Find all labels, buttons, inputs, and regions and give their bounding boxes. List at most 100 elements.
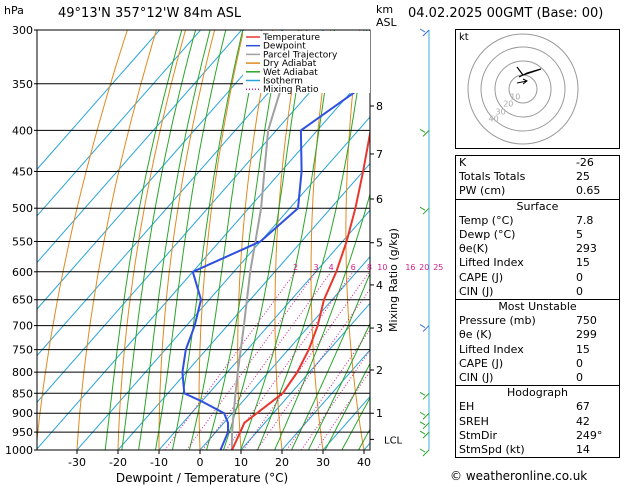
mixing-ratio-label: 8 [367,263,372,272]
wet-adiabat-line [205,30,284,450]
hodograph-ring-label: 20 [503,100,513,109]
location-title: 49°13'N 357°12'W 84m ASL [58,6,242,21]
surface-value: 5 [575,228,583,242]
k-index-row: K -26 [456,156,620,171]
wet-adiabat-line [104,30,183,450]
mixing-ratio-line [202,271,332,450]
hodograph-param-row: StmDir 249° [456,429,620,443]
isotherm-line [199,256,370,450]
wet-adiabat-line [188,30,263,450]
pressure-tick-label: 400 [12,124,33,137]
mixing-ratio-label: 10 [377,263,387,272]
surface-box: Surface Temp (°C) 7.8 Dewp (°C) 5 θe(K) 293 Li… [455,199,620,300]
legend-entry-label: Parcel Trajectory [263,50,338,60]
height-tick-label: 7 [376,148,383,161]
wet-adiabat-line [290,271,370,450]
hodograph-param-row: EH 67 [456,400,620,414]
height-tick-label: 5 [376,237,383,250]
hodograph-param-row: StmSpd (kt) 14 [456,443,620,458]
surface-label: θe(K) [459,242,489,256]
most-unstable-label: Lifted Index [459,342,524,356]
height-tick-label: 4 [376,279,383,292]
pressure-tick-label: 450 [12,165,33,178]
height-tick-label: 2 [376,364,383,377]
mixing-ratio-line [242,271,370,450]
wind-barb-icon [419,421,430,430]
height-tick-label: 8 [376,100,383,113]
hodograph-ring-label: 30 [496,107,506,116]
isotherm-line [281,349,370,450]
pressure-tick-label: 500 [12,202,33,215]
wind-barb-icon [419,448,430,457]
temperature-tick-label: 40 [357,456,371,469]
hodograph-param-value: 67 [575,400,590,414]
parameter-table: K -26 Totals Totals 25 PW (cm) 0.65 Surface… [455,155,620,458]
most-unstable-label: Pressure (mb) [459,314,536,328]
temperature-tick-label: 0 [197,456,204,469]
dry-adiabat-line [274,30,303,450]
hodograph-param-label: StmDir [459,428,498,442]
temperature-tick-label: 30 [316,456,330,469]
pressure-tick-label: 1000 [5,444,33,457]
dry-adiabat-line [198,30,245,450]
hodograph-ring [480,46,566,132]
surface-value: 7.8 [575,213,594,227]
wind-barb-icon [419,128,430,137]
isotherm-line [37,30,202,217]
surface-value: 15 [575,256,590,270]
surface-label: Dewp (°C) [459,228,516,242]
dry-adiabat-line [76,30,157,450]
legend-entry-label: Mixing Ratio [263,85,319,95]
temperature-line [231,128,370,450]
surface-row: θe(K) 293 [456,242,620,256]
mixing-ratio-label: 3 [313,263,318,272]
surface-label: CAPE (J) [459,270,504,284]
mixing-ratio-axis-label: Mixing Ratio (g/kg) [387,228,400,332]
most-unstable-value: 0 [575,371,583,385]
surface-value: 0 [575,284,583,298]
wet-adiabat-line [121,30,197,450]
surface-value: 0 [575,270,583,284]
k-index-label: K [459,156,467,169]
legend-entry-label: Dry Adiabat [263,59,317,69]
temperature-tick-label: -20 [109,456,127,469]
temperature-tick-label: -30 [68,456,86,469]
pw-label: PW (cm) [459,184,506,198]
surface-row: Dewp (°C) 5 [456,228,620,242]
wind-barb-icon [419,206,430,215]
wet-adiabat-line [307,322,370,450]
wind-barb-icon [419,391,430,400]
lcl-label: LCL [384,435,403,446]
totals-totals-value: 25 [575,170,590,184]
isotherm-line [240,302,370,450]
surface-row: CIN (J) 0 [456,285,620,300]
wet-adiabat-line [171,30,244,450]
copyright-footer: © weatheronline.co.uk [450,469,588,483]
isotherm-line [158,209,370,450]
k-index-value: -26 [575,156,594,169]
hodograph-params-box: Hodograph EH 67 SREH 42 StmDir 249° StmSpd (kt… [455,385,620,458]
hodograph-param-value: 249° [575,428,603,442]
most-unstable-box: Most Unstable Pressure (mb) 750 θe (K) 299 L… [455,299,620,386]
wet-adiabat-line [257,30,368,450]
mixing-ratio-label: 16 [405,263,415,272]
km-unit-label: km [376,3,394,16]
dry-adiabat-line [37,30,128,445]
indices-box: K -26 Totals Totals 25 PW (cm) 0.65 [455,155,620,200]
most-unstable-value: 15 [575,342,590,356]
legend-entry-label: Dewpoint [263,42,306,52]
dry-adiabat-line [621,18,629,467]
hodograph-trace [516,66,542,78]
surface-row: Lifted Index 15 [456,256,620,270]
hodograph-param-label: EH [459,400,475,414]
dry-adiabat-line [117,30,187,450]
legend-entry-label: Isotherm [263,77,303,87]
hodograph-unit-label: kt [459,32,469,43]
most-unstable-value: 750 [575,314,597,328]
dewpoint-line [181,77,370,450]
temperature-tick-label: 10 [234,456,248,469]
mixing-ratio-label: 25 [433,263,443,272]
mixing-ratio-label: 6 [351,263,356,272]
